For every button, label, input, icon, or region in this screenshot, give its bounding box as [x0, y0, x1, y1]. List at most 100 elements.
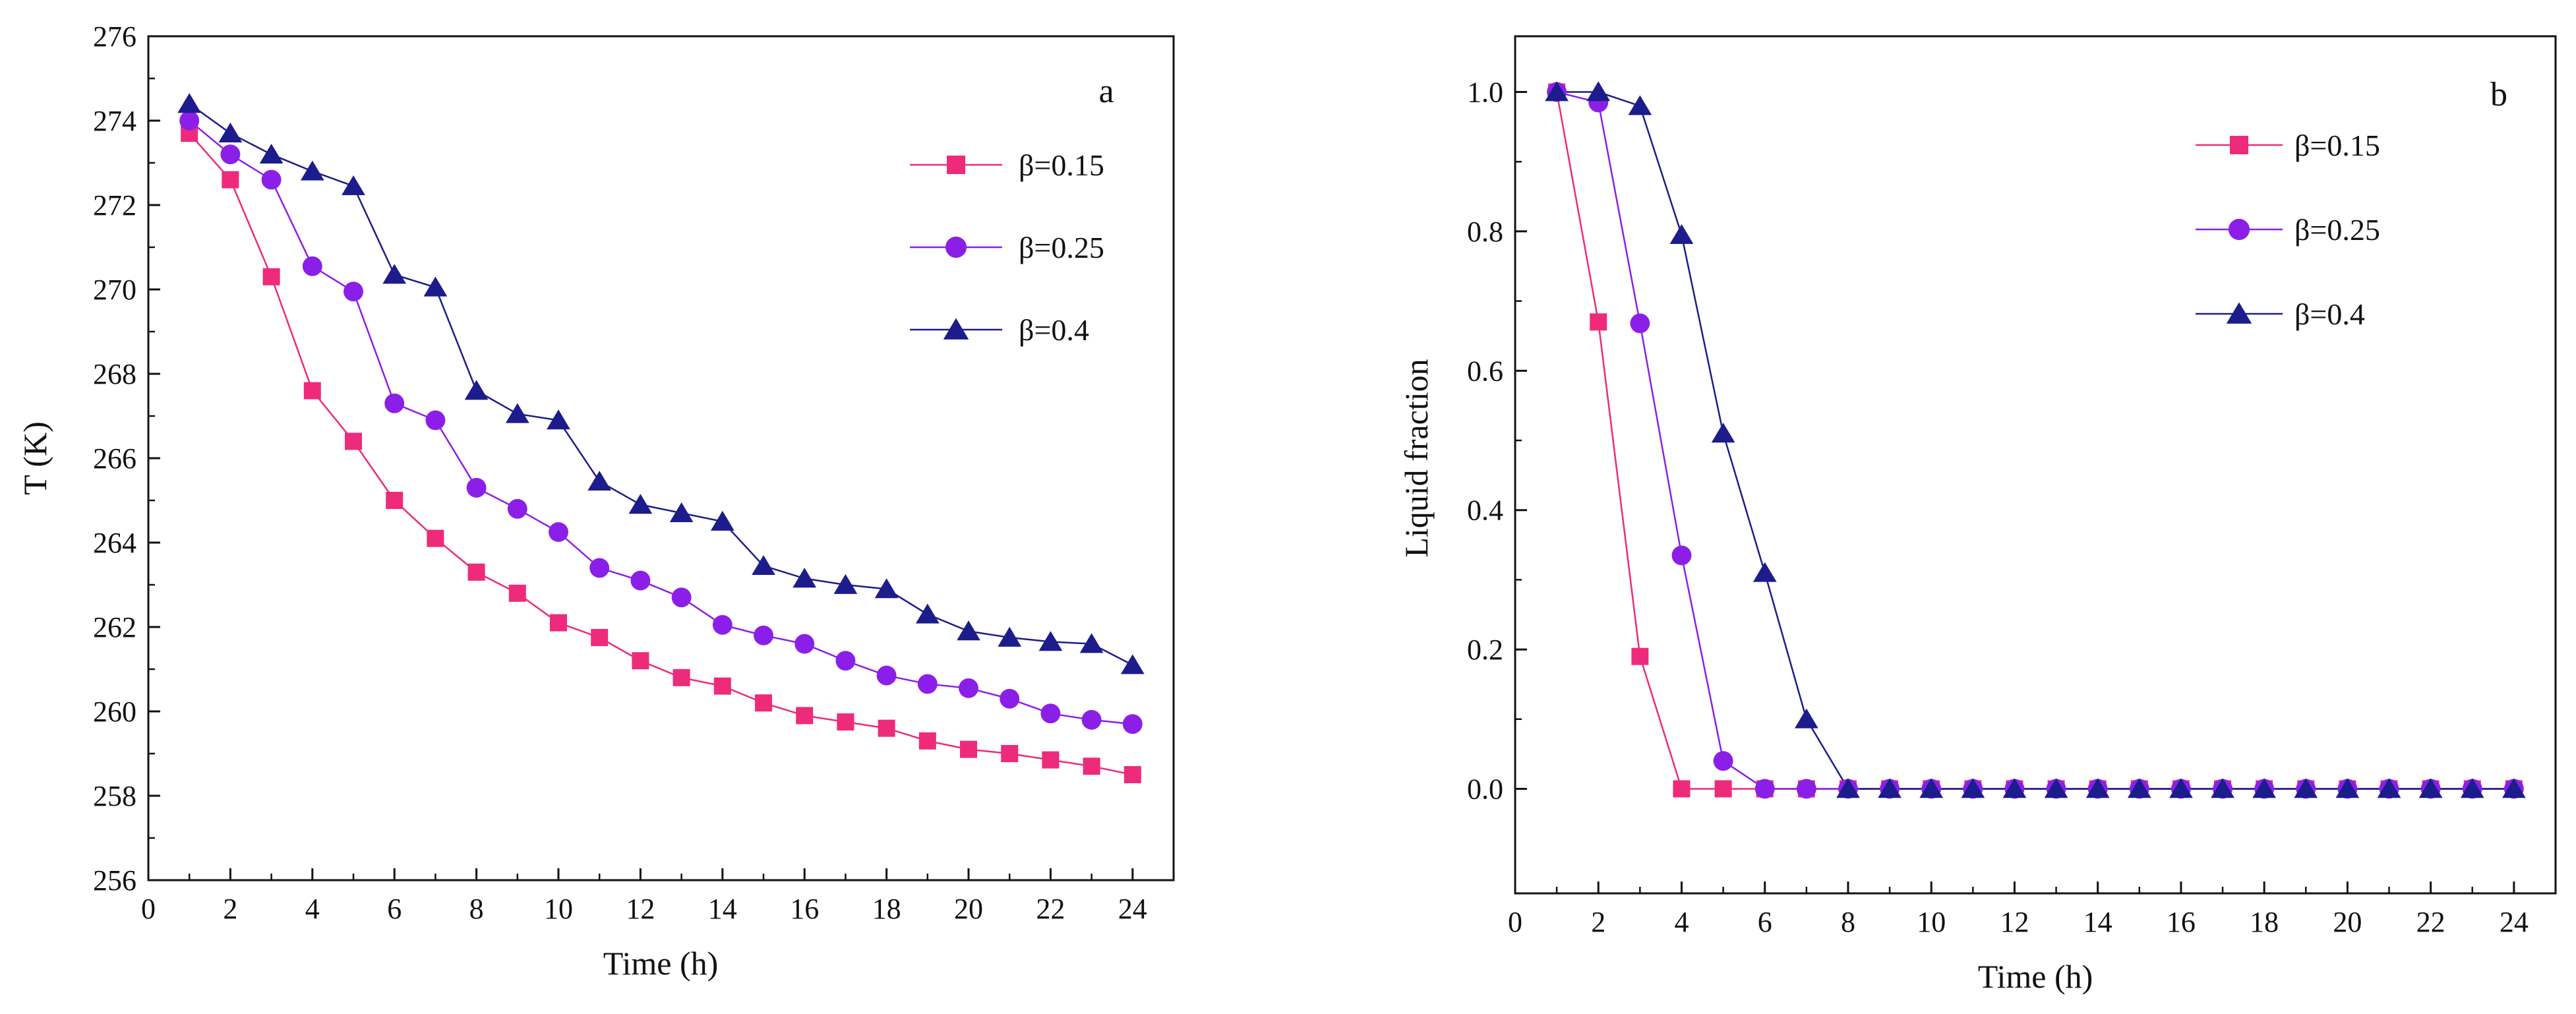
x-tick-label: 4: [305, 893, 320, 925]
data-point-a-1: [179, 111, 200, 131]
y-tick-label: 0.6: [1467, 355, 1503, 387]
data-point-a-1: [344, 282, 363, 302]
legend-label: β=0.25: [2294, 213, 2380, 247]
x-axis-title-a: Time (h): [603, 945, 719, 982]
x-tick-label: 10: [1917, 906, 1946, 938]
data-point-a-1: [794, 634, 815, 654]
data-point-a-0: [591, 629, 609, 646]
data-point-a-1: [220, 144, 241, 165]
data-point-a-1: [1040, 703, 1061, 724]
x-tick-label: 16: [2167, 906, 2196, 938]
legend-swatch-marker: [2228, 218, 2250, 241]
data-point-b-2: [2085, 778, 2110, 798]
x-tick-label: 18: [2250, 906, 2279, 938]
data-point-a-1: [507, 498, 527, 519]
data-point-a-1: [1081, 709, 1102, 730]
y-tick-label: 270: [93, 274, 136, 306]
data-point-a-2: [1038, 631, 1063, 651]
legend-label: β=0.15: [2294, 129, 2380, 162]
data-point-b-2: [1919, 778, 1944, 798]
data-point-a-1: [384, 393, 405, 413]
data-point-a-0: [837, 713, 854, 731]
y-tick-label: 276: [93, 20, 136, 53]
data-point-b-2: [2294, 778, 2318, 798]
legend-a: β=0.15 β=0.25 β=0.4: [910, 148, 1104, 347]
x-tick-label: 14: [2083, 906, 2112, 938]
data-point-a-1: [549, 522, 568, 542]
data-point-a-2: [505, 403, 529, 423]
data-point-a-2: [300, 160, 324, 181]
y-tick-label: 272: [93, 189, 136, 222]
series-line-a-2: [189, 103, 1133, 666]
data-point-a-2: [998, 626, 1022, 647]
x-tick-label: 10: [544, 893, 573, 925]
x-axis-title-b: Time (h): [1978, 958, 2093, 995]
data-point-a-0: [345, 432, 362, 450]
y-axis-a: 256 258 260 262 264 266 268 270 272 274 276: [93, 20, 160, 897]
panel-label-a: a: [1098, 73, 1114, 110]
x-tick-label: 20: [954, 893, 983, 925]
legend-swatch-marker: [945, 236, 967, 258]
data-point-a-2: [587, 470, 612, 491]
x-tick-label: 2: [1591, 906, 1605, 938]
data-point-a-2: [1079, 633, 1104, 653]
data-point-b-2: [2211, 778, 2234, 798]
data-point-b-2: [2127, 778, 2151, 798]
data-point-a-2: [874, 578, 899, 599]
data-point-a-0: [427, 529, 444, 547]
data-point-a-0: [262, 268, 280, 285]
data-point-b-2: [1752, 562, 1777, 582]
data-point-b-2: [1961, 778, 1985, 798]
data-point-a-1: [466, 477, 487, 498]
data-point-b-1: [1713, 751, 1733, 771]
x-tick-label: 20: [2333, 906, 2362, 938]
y-axis-title-b: Liquid fraction: [1398, 359, 1435, 557]
data-point-a-1: [671, 587, 692, 608]
data-point-b-2: [1878, 778, 1902, 798]
plot-frame-b: [1514, 35, 2557, 895]
legend-label: β=0.15: [1019, 148, 1104, 182]
y-tick-label: 0.4: [1467, 494, 1503, 527]
x-axis-a: 0 2 4 6 8 10 12 14 16 18 20 22 24: [141, 868, 1147, 925]
data-point-a-1: [959, 678, 978, 698]
data-point-a-0: [673, 669, 690, 686]
data-point-a-2: [1120, 654, 1145, 674]
data-point-b-2: [2502, 778, 2526, 798]
x-tick-label: 12: [626, 893, 655, 925]
x-tick-label: 12: [2000, 906, 2029, 938]
legend-swatch-marker: [2230, 136, 2248, 154]
data-point-a-0: [878, 719, 895, 737]
legend-swatch-marker: [2226, 302, 2252, 324]
data-point-b-1: [1754, 779, 1775, 799]
data-point-a-0: [222, 171, 239, 189]
data-point-a-1: [917, 674, 938, 694]
data-point-a-2: [669, 502, 694, 523]
data-point-b-2: [1669, 224, 1694, 245]
data-point-a-2: [342, 175, 365, 196]
y-axis-b: 0.0 0.2 0.4 0.6 0.8 1.0: [1467, 76, 1527, 805]
data-point-a-0: [918, 732, 936, 750]
data-point-a-0: [467, 563, 485, 581]
data-point-a-1: [425, 410, 446, 431]
data-point-a-0: [303, 382, 321, 400]
data-point-a-0: [960, 740, 977, 758]
panel-label-b: b: [2490, 76, 2507, 113]
x-tick-label: 16: [790, 893, 819, 925]
data-point-a-1: [1000, 688, 1020, 709]
data-point-a-0: [713, 677, 731, 695]
data-point-b-2: [1586, 81, 1611, 102]
series-layer-b: [1545, 81, 2526, 799]
y-tick-label: 256: [93, 864, 136, 897]
x-tick-label: 6: [1758, 906, 1772, 938]
data-point-a-1: [1122, 714, 1143, 734]
x-tick-label: 8: [469, 893, 484, 925]
data-point-a-1: [630, 570, 651, 591]
data-point-a-2: [833, 574, 858, 594]
data-point-a-0: [386, 492, 404, 509]
series-line-b-1: [1556, 91, 2514, 790]
series-line-a-0: [189, 133, 1133, 776]
data-point-a-1: [302, 256, 322, 276]
y-axis-title-a: T (K): [16, 421, 53, 495]
data-point-b-2: [1711, 423, 1735, 443]
x-tick-label: 6: [387, 893, 402, 925]
